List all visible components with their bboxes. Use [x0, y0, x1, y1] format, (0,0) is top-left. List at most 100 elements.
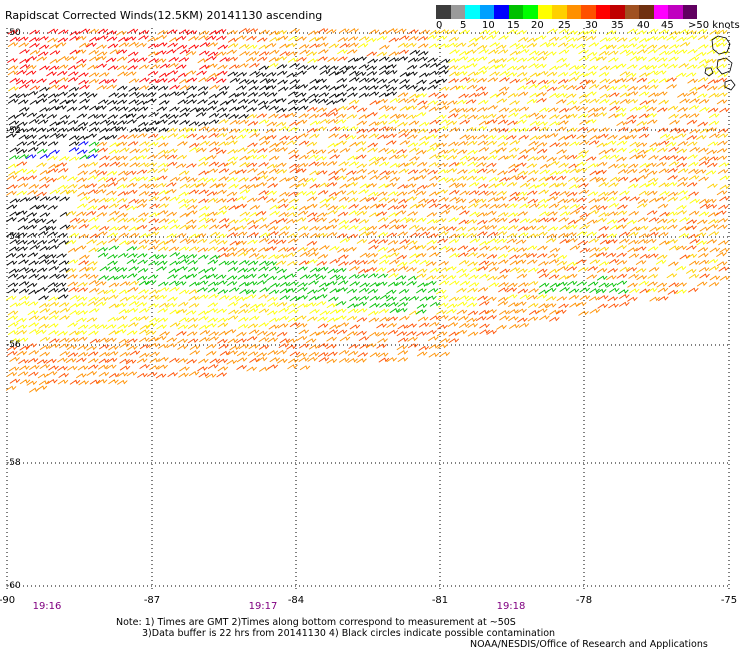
- wind-barb: [118, 240, 130, 246]
- wind-barb: [67, 274, 78, 280]
- wind-barb: [655, 70, 667, 76]
- wind-barb: [686, 64, 698, 70]
- wind-barb: [66, 224, 77, 231]
- wind-barb: [499, 70, 510, 77]
- wind-barb: [546, 86, 558, 92]
- wind-barb: [6, 190, 17, 196]
- wind-barb: [26, 127, 37, 133]
- colorbar-swatch: [537, 5, 552, 19]
- wind-barb: [317, 98, 329, 104]
- wind-barb: [315, 275, 327, 281]
- wind-barb: [386, 126, 397, 132]
- wind-barb: [8, 366, 20, 372]
- wind-barb: [435, 217, 447, 224]
- wind-barb: [498, 107, 510, 113]
- wind-barb: [438, 69, 449, 75]
- longitude-label: -75: [720, 595, 738, 606]
- wind-barb: [89, 121, 100, 127]
- wind-barb: [138, 308, 150, 314]
- wind-barb: [458, 259, 470, 266]
- wind-barb: [267, 337, 278, 343]
- wind-barb: [608, 303, 619, 309]
- wind-barb: [336, 175, 347, 181]
- wind-barb: [98, 358, 110, 364]
- wind-barb: [407, 57, 419, 63]
- wind-barb: [589, 134, 601, 141]
- wind-barb: [87, 351, 99, 357]
- wind-barb: [485, 34, 497, 40]
- wind-barb: [398, 49, 409, 55]
- wind-barb: [218, 85, 230, 91]
- wind-barb: [596, 169, 607, 175]
- wind-barb: [559, 35, 570, 41]
- wind-barb: [536, 148, 548, 154]
- wind-barb: [487, 275, 498, 281]
- wind-barb: [9, 378, 21, 384]
- wind-barb: [97, 147, 108, 153]
- wind-barb: [519, 252, 531, 258]
- wind-barb: [647, 190, 658, 196]
- map-title: Rapidscat Corrected Winds(12.5KM) 201411…: [5, 9, 323, 22]
- wind-barb: [327, 205, 339, 211]
- wind-barb: [426, 295, 437, 301]
- wind-barb: [286, 205, 298, 211]
- wind-barb: [377, 231, 389, 237]
- wind-barb: [466, 49, 477, 55]
- wind-barb: [535, 35, 547, 41]
- wind-barb: [208, 331, 219, 337]
- wind-barb: [78, 42, 90, 48]
- wind-barb: [636, 56, 647, 62]
- wind-barb: [367, 58, 379, 64]
- wind-barb: [136, 217, 147, 223]
- wind-barb: [89, 169, 100, 175]
- wind-barb: [417, 50, 429, 56]
- wind-barb: [278, 307, 289, 313]
- wind-barb: [117, 106, 129, 112]
- wind-barb: [456, 309, 468, 315]
- colorbar-swatch: [508, 5, 523, 19]
- wind-barb: [208, 224, 220, 230]
- wind-barb: [136, 133, 148, 139]
- wind-barb: [268, 168, 280, 174]
- wind-barb: [36, 78, 47, 84]
- wind-barb: [307, 259, 318, 265]
- wind-barb: [718, 162, 730, 168]
- wind-barb: [308, 133, 320, 139]
- wind-barb: [228, 219, 239, 225]
- wind-barb: [88, 72, 100, 78]
- wind-barb: [97, 35, 109, 41]
- wind-barb: [648, 92, 659, 98]
- wind-barb: [7, 57, 18, 64]
- wind-barb: [375, 267, 387, 273]
- wind-barb: [658, 44, 669, 50]
- wind-barb: [366, 225, 378, 231]
- wind-barb: [259, 78, 271, 84]
- wind-barb: [336, 308, 347, 314]
- wind-barb: [189, 344, 201, 351]
- wind-barb: [646, 181, 658, 187]
- wind-barb: [245, 56, 257, 62]
- wind-barb: [249, 176, 261, 182]
- wind-barb: [75, 49, 87, 55]
- wind-barb: [78, 184, 89, 190]
- wind-barb: [169, 322, 181, 328]
- wind-barb: [97, 364, 109, 370]
- wind-barb: [436, 142, 447, 148]
- wind-barb: [528, 267, 539, 273]
- wind-barb: [18, 42, 29, 48]
- wind-barb: [96, 51, 108, 57]
- wind-barb: [689, 86, 700, 92]
- wind-barb: [489, 203, 500, 209]
- wind-barb: [317, 323, 329, 329]
- wind-barb: [397, 301, 409, 308]
- wind-barb: [596, 112, 607, 118]
- wind-barb: [406, 64, 418, 70]
- wind-barb: [408, 295, 420, 302]
- wind-barb: [48, 244, 60, 250]
- wind-barb: [329, 324, 340, 330]
- wind-barb: [629, 196, 640, 202]
- wind-barb: [6, 260, 18, 266]
- wind-barb: [616, 140, 628, 146]
- wind-barb: [416, 161, 428, 167]
- wind-barb: [269, 282, 281, 288]
